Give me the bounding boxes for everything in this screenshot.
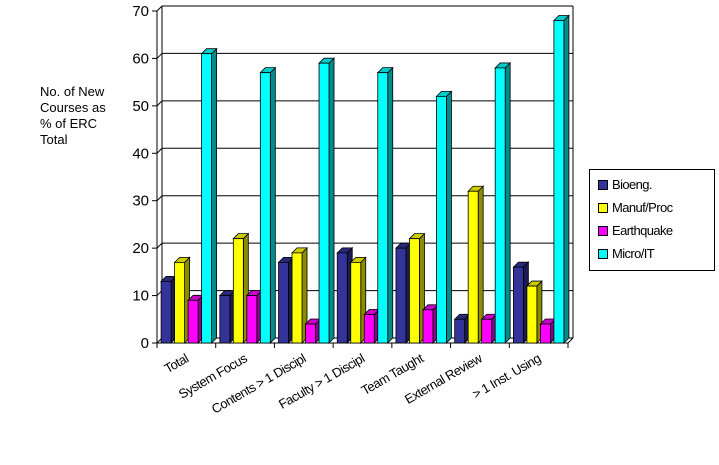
bar <box>481 318 493 344</box>
y-tick-label: 0 <box>141 335 149 352</box>
bar <box>422 309 434 344</box>
legend-label: Manuf/Proc <box>612 200 673 215</box>
bar-side <box>387 66 394 344</box>
bar <box>246 295 258 344</box>
bar <box>318 62 330 344</box>
bar <box>350 261 362 344</box>
gridline-depth <box>156 147 163 154</box>
legend-swatch <box>598 249 608 259</box>
y-axis-label: No. of New Courses as % of ERC Total <box>40 84 140 148</box>
bar <box>553 20 565 344</box>
bar-side <box>563 14 570 344</box>
bar <box>219 295 231 344</box>
floor-edge <box>567 337 574 344</box>
legend: Bioeng. Manuf/Proc Earthquake Micro/IT <box>589 169 715 271</box>
y-axis-label-line: Courses as <box>40 100 106 115</box>
bar <box>467 190 479 344</box>
bar <box>291 252 303 344</box>
bar <box>305 323 316 344</box>
y-tick-label: 30 <box>132 193 149 210</box>
gridline-depth <box>156 53 163 59</box>
y-tick-label: 70 <box>132 3 149 20</box>
y-tick-label: 20 <box>132 240 149 257</box>
bar-side <box>504 61 511 344</box>
bar <box>526 285 538 344</box>
gridline-depth <box>156 100 163 107</box>
bar <box>174 261 186 344</box>
bars <box>160 14 570 344</box>
gridline-depth <box>156 195 163 202</box>
bar <box>160 280 172 344</box>
bar-side <box>211 47 218 344</box>
bar <box>436 95 447 344</box>
x-tick-label: Total <box>162 350 192 376</box>
bar <box>395 247 407 344</box>
y-axis-label-line: Total <box>40 132 68 147</box>
bar <box>494 67 506 344</box>
bar-side <box>328 57 335 344</box>
bar <box>363 314 375 344</box>
y-tick-label: 60 <box>132 50 149 67</box>
y-axis-label-line: No. of New <box>40 84 105 99</box>
bar <box>336 252 348 344</box>
bar <box>187 299 199 344</box>
bar <box>278 261 289 344</box>
legend-label: Bioeng. <box>612 177 653 192</box>
legend-label: Earthquake <box>612 223 673 238</box>
legend-swatch <box>598 226 608 236</box>
bar <box>512 266 524 344</box>
legend-label: Micro/IT <box>612 246 655 261</box>
bar <box>454 318 466 344</box>
gridline-depth <box>156 242 163 249</box>
bar <box>539 323 551 344</box>
bar <box>377 72 389 344</box>
legend-swatch <box>598 180 608 190</box>
y-tick-label: 10 <box>132 288 149 305</box>
bar-side <box>269 66 276 344</box>
bar-side <box>446 90 452 344</box>
bar <box>232 238 244 344</box>
bar <box>201 53 213 344</box>
y-axis-label-line: % of ERC <box>40 116 98 131</box>
y-tick-label: 40 <box>132 145 149 162</box>
legend-swatch <box>598 203 608 213</box>
bar <box>409 238 420 344</box>
y-tick-label: 50 <box>132 98 149 115</box>
gridline-depth <box>156 5 163 12</box>
bar <box>259 72 271 344</box>
